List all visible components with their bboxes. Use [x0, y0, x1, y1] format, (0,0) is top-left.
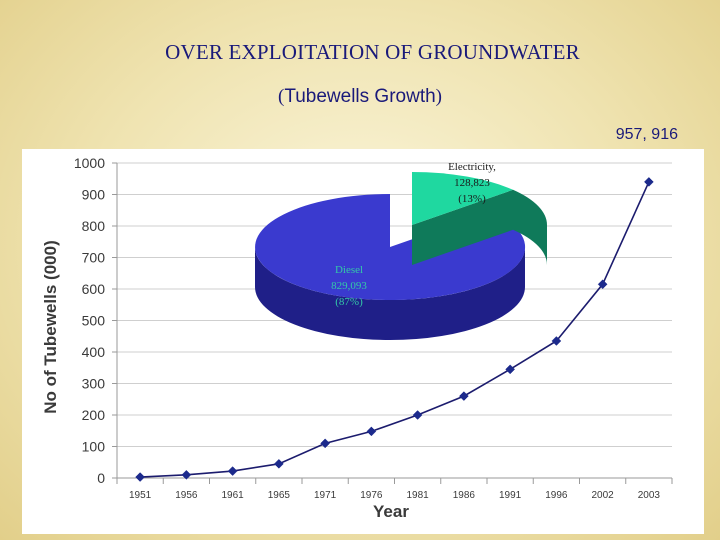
- data-point-marker: [551, 336, 562, 346]
- x-tick-label: 2002: [592, 490, 615, 501]
- pie-label-diesel: Diesel: [335, 264, 363, 276]
- data-point-marker: [274, 458, 284, 469]
- pie-label-diesel: (87%): [335, 296, 363, 308]
- y-tick-label: 200: [82, 407, 106, 423]
- x-tick-label: 1991: [499, 490, 522, 501]
- data-point-marker: [181, 469, 192, 480]
- data-point-marker: [597, 279, 608, 290]
- slide-title: OVER EXPLOITATION OF GROUNDWATER: [165, 40, 580, 64]
- y-tick-label: 400: [82, 344, 106, 360]
- data-point-marker: [135, 472, 145, 482]
- x-tick-label: 2003: [638, 490, 661, 501]
- y-tick-label: 500: [82, 313, 106, 329]
- y-tick-labels: 0 100 200 300 400 500 600 700 800 900 1000: [74, 155, 105, 486]
- chart-panel: 0 100 200 300 400 500 600 700 800 900 1000 1951 195…: [22, 149, 704, 534]
- line-series-layer: [135, 177, 654, 482]
- x-axis-label: Year: [373, 502, 409, 521]
- pie-chart-layer: Diesel 829,093 (87%) Electricity, 128,823 (13…: [255, 161, 547, 340]
- subtitle-open-paren: (: [277, 86, 285, 107]
- x-tick-label: 1986: [453, 490, 476, 501]
- pie-slice-electricity-side: [513, 189, 547, 265]
- data-point-marker: [227, 466, 238, 476]
- series-line-tubewells: [140, 181, 650, 478]
- x-tick-label: 1971: [314, 490, 337, 501]
- subtitle-text: Tubewells Growth: [284, 86, 436, 107]
- y-tick-label: 900: [82, 187, 106, 203]
- pie-slice-diesel-side: [255, 247, 525, 340]
- x-tick-label: 1951: [129, 490, 152, 501]
- pie-slice-electricity-cut-face: [412, 189, 513, 265]
- pie-label-electricity: 128,823: [454, 177, 490, 189]
- data-point-marker: [644, 177, 654, 187]
- x-tick-label: 1981: [407, 490, 430, 501]
- data-point-marker: [459, 391, 469, 401]
- y-tick-label: 600: [82, 281, 106, 297]
- pie-label-electricity: Electricity,: [448, 161, 496, 173]
- pie-label-diesel: 829,093: [331, 280, 367, 292]
- y-tick-label: 0: [97, 470, 105, 486]
- data-point-marker: [505, 364, 515, 375]
- peak-value-label: 957, 916: [615, 126, 678, 143]
- y-tick-label: 100: [82, 439, 106, 455]
- slide-subtitle: (Tubewells Growth): [0, 86, 720, 108]
- y-tick-label: 800: [82, 218, 106, 234]
- pie-slice-diesel: [255, 194, 526, 300]
- x-tick-label: 1965: [268, 490, 291, 501]
- y-tick-label: 300: [82, 376, 106, 392]
- axis-layer: [112, 162, 673, 484]
- x-tick-label: 1956: [175, 490, 198, 501]
- x-tick-label: 1961: [222, 490, 245, 501]
- pie-label-electricity: (13%): [458, 193, 486, 205]
- x-tick-labels: 1951 1956 1961 1965 1971 1976 1981 1986 1991 1996…: [129, 490, 660, 501]
- subtitle-close-paren: ): [435, 86, 442, 107]
- x-tick-label: 1996: [545, 490, 568, 501]
- data-point-marker: [320, 438, 330, 449]
- y-axis-label: No of Tubewells (000): [41, 240, 60, 414]
- data-point-marker: [412, 410, 423, 420]
- y-tick-label: 1000: [74, 155, 105, 171]
- y-tick-label: 700: [82, 250, 106, 266]
- data-point-marker: [366, 426, 377, 437]
- pie-slice-electricity: [412, 172, 513, 225]
- grid-layer: [117, 162, 672, 447]
- x-tick-label: 1976: [360, 490, 383, 501]
